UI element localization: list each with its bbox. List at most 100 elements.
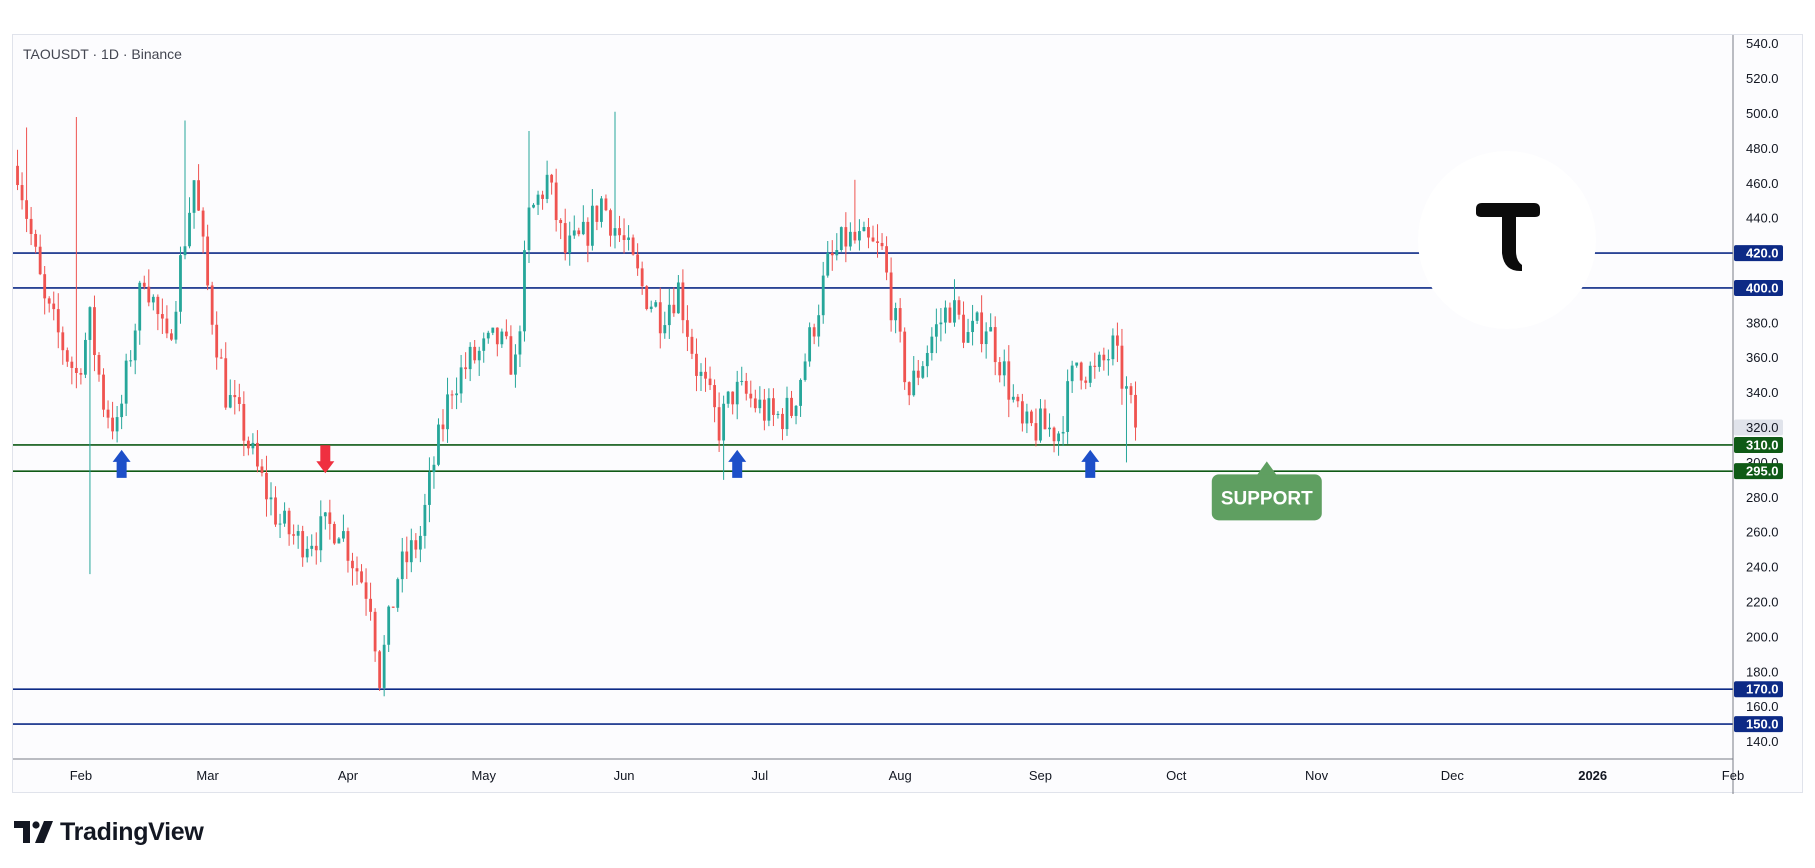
candle-2025-04-02[interactable] [351, 552, 354, 586]
candle-2025-08-12[interactable] [948, 302, 952, 324]
candle-2025-03-31[interactable] [342, 514, 345, 542]
candle-2025-03-19[interactable] [287, 507, 291, 546]
candle-2025-08-16[interactable] [966, 318, 970, 343]
candle-2025-04-15[interactable] [409, 528, 413, 573]
candle-2025-04-03[interactable] [355, 556, 359, 585]
time-axis[interactable]: Feb Mar Apr May Jun Jul Aug Sep Oct Nov Dec 2026 Feb [70, 768, 1745, 783]
candle-2025-06-11[interactable] [667, 288, 671, 339]
candle-2025-01-25[interactable] [47, 296, 51, 313]
candle-2025-02-10[interactable] [120, 394, 124, 430]
candle-2025-02-07[interactable] [106, 400, 110, 429]
candle-2025-08-04[interactable] [912, 356, 916, 397]
candle-2025-09-19[interactable] [1120, 328, 1124, 405]
candle-2025-09-02[interactable] [1043, 399, 1047, 430]
candle-2025-01-30[interactable] [70, 356, 74, 385]
candle-2025-07-25[interactable] [867, 218, 870, 249]
candle-2025-07-18[interactable] [835, 233, 839, 261]
candle-2025-08-31[interactable] [1034, 408, 1038, 447]
candle-2025-06-08[interactable] [654, 300, 658, 308]
candle-2025-09-06[interactable] [1061, 416, 1065, 447]
candle-2025-07-13[interactable] [812, 323, 816, 345]
candle-2025-07-08[interactable] [790, 390, 793, 419]
candle-2025-04-24[interactable] [450, 390, 454, 410]
candle-2025-04-20[interactable] [432, 456, 436, 489]
candle-2025-07-05[interactable] [776, 411, 780, 419]
candle-2025-05-03[interactable] [491, 327, 495, 336]
candle-2025-06-04[interactable] [636, 243, 640, 276]
candle-2025-02-14[interactable] [138, 280, 142, 345]
candle-2025-05-13[interactable] [536, 190, 540, 215]
candle-2025-04-28[interactable] [468, 342, 472, 382]
candle-2025-06-16[interactable] [690, 328, 694, 360]
candle-2025-09-01[interactable] [1039, 399, 1042, 443]
candle-2025-06-29[interactable] [749, 380, 753, 408]
candle-2025-04-04[interactable] [360, 564, 363, 584]
candle-2025-08-22[interactable] [993, 316, 997, 376]
candle-2025-06-19[interactable] [704, 357, 707, 392]
candle-2025-06-06[interactable] [645, 285, 649, 311]
candle-2025-05-02[interactable] [486, 330, 490, 344]
candle-2025-04-18[interactable] [423, 493, 427, 549]
candle-2025-09-16[interactable] [1106, 349, 1110, 376]
candle-2025-08-17[interactable] [971, 304, 974, 346]
candle-2025-02-20[interactable] [165, 305, 169, 339]
candle-2025-02-13[interactable] [133, 323, 137, 375]
candle-2025-04-27[interactable] [464, 352, 468, 379]
candle-2025-07-31[interactable] [894, 302, 898, 334]
price-chart[interactable]: SUPPORT 140.0 160.0 180.0 200.0 220.0 240.0 26… [13, 35, 1804, 794]
candle-2025-05-18[interactable] [559, 218, 563, 240]
candle-2025-02-03[interactable] [88, 306, 92, 575]
candle-2025-05-24[interactable] [586, 217, 590, 263]
candle-2025-06-28[interactable] [744, 372, 748, 401]
candle-2025-06-15[interactable] [686, 305, 689, 352]
candle-2025-07-03[interactable] [767, 388, 771, 427]
candle-2025-05-04[interactable] [495, 327, 499, 357]
candle-2025-08-06[interactable] [921, 361, 925, 380]
candle-2025-07-21[interactable] [848, 222, 852, 251]
candle-2025-04-29[interactable] [473, 340, 477, 364]
candle-2025-09-11[interactable] [1084, 376, 1088, 390]
candle-2025-04-08[interactable] [378, 650, 382, 691]
candle-2025-06-02[interactable] [627, 225, 630, 251]
candle-2025-03-03[interactable] [215, 311, 219, 370]
candle-2025-02-08[interactable] [111, 401, 114, 440]
candle-2025-06-17[interactable] [695, 338, 698, 392]
candle-2025-08-02[interactable] [903, 327, 907, 390]
candle-2025-02-09[interactable] [115, 406, 119, 443]
candle-2025-05-10[interactable] [523, 240, 526, 342]
candle-2025-05-07[interactable] [509, 325, 513, 375]
candle-2025-04-23[interactable] [446, 377, 449, 443]
candle-2025-03-06[interactable] [228, 379, 232, 409]
candle-2025-04-25[interactable] [455, 377, 458, 410]
candle-2025-05-27[interactable] [600, 195, 603, 228]
candle-2025-05-19[interactable] [563, 208, 567, 261]
candle-2025-08-01[interactable] [898, 298, 902, 343]
candle-2025-04-17[interactable] [418, 525, 422, 563]
candle-2025-01-19[interactable] [20, 172, 24, 210]
candle-2025-03-30[interactable] [337, 537, 341, 544]
candle-2025-08-15[interactable] [962, 301, 965, 349]
candle-2025-03-24[interactable] [310, 534, 314, 557]
candle-2025-09-05[interactable] [1057, 431, 1060, 456]
candle-2025-08-21[interactable] [989, 313, 993, 332]
candle-2025-03-08[interactable] [237, 383, 241, 412]
candle-2025-07-16[interactable] [826, 241, 830, 278]
candle-2025-02-18[interactable] [156, 294, 160, 331]
candle-2025-06-23[interactable] [722, 395, 726, 480]
candle-2025-01-21[interactable] [29, 206, 33, 246]
candle-2025-08-25[interactable] [1007, 345, 1011, 418]
candle-2025-08-20[interactable] [984, 322, 988, 359]
candle-2025-08-28[interactable] [1020, 393, 1024, 432]
candle-2025-07-11[interactable] [803, 353, 807, 382]
candle-2025-03-04[interactable] [219, 348, 223, 359]
candle-2025-05-28[interactable] [604, 194, 608, 212]
candle-2025-09-22[interactable] [1134, 381, 1137, 441]
candle-2025-09-15[interactable] [1102, 347, 1106, 371]
candle-2025-03-20[interactable] [292, 524, 296, 545]
candle-2025-08-26[interactable] [1011, 384, 1015, 403]
candle-2025-09-20[interactable] [1125, 376, 1128, 463]
candle-2025-05-21[interactable] [572, 215, 576, 239]
candle-2025-05-26[interactable] [595, 205, 599, 231]
candle-2025-08-24[interactable] [1002, 349, 1006, 387]
candle-2025-08-19[interactable] [980, 295, 984, 353]
